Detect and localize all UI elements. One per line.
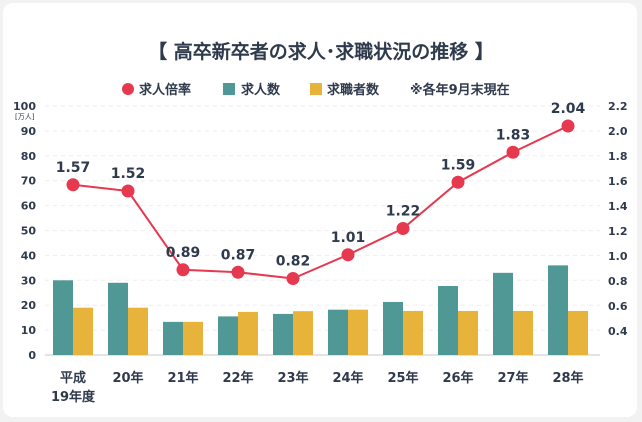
ratio-data-label: 2.04 xyxy=(551,101,586,117)
ratio-point xyxy=(506,145,520,159)
bar-job-seekers xyxy=(128,307,148,355)
ratio-point xyxy=(66,178,80,192)
y-right-tick: 1.4 xyxy=(608,200,628,213)
ratio-data-label: 1.59 xyxy=(441,157,476,173)
ratio-data-label: 0.87 xyxy=(221,247,256,263)
ratio-point xyxy=(231,265,245,279)
ratio-data-label: 1.22 xyxy=(386,204,421,220)
y-right-tick: 1.2 xyxy=(608,225,628,238)
bar-job-openings xyxy=(218,316,238,355)
y-right-tick: 0.6 xyxy=(608,300,628,313)
ratio-point xyxy=(396,222,410,235)
ratio-point xyxy=(121,184,135,198)
y-left-tick: 90 xyxy=(21,125,37,138)
y-left-tick: 70 xyxy=(21,175,37,188)
bar-job-seekers xyxy=(568,310,588,355)
ratio-point xyxy=(451,175,465,189)
chart-title: 【 高卒新卒者の求人･求職状況の推移 】 xyxy=(148,40,494,63)
x-tick-label: 平成 xyxy=(60,370,86,386)
y-right-tick: 1.6 xyxy=(608,175,628,188)
legend-label: 求人倍率 xyxy=(139,82,191,98)
x-tick-label: 27年 xyxy=(497,370,528,386)
bar-job-openings xyxy=(273,313,293,355)
y-right-tick: 1.0 xyxy=(608,250,628,263)
y-right-tick: 1.8 xyxy=(608,150,628,163)
ratio-point xyxy=(561,119,575,133)
bar-job-openings xyxy=(548,265,568,355)
ratio-line xyxy=(72,125,569,280)
legend-marker-yellow xyxy=(310,83,322,95)
y-right-tick: 0.8 xyxy=(608,275,628,288)
x-tick-label: 24年 xyxy=(332,370,363,386)
x-tick-label: 25年 xyxy=(387,370,418,386)
legend-label: 求人数 xyxy=(241,82,281,98)
x-tick-label: 28年 xyxy=(552,370,583,386)
x-tick-label: 26年 xyxy=(442,370,473,386)
bar-job-openings xyxy=(383,301,403,355)
bar-job-seekers xyxy=(458,310,478,355)
y-left-tick: 100 xyxy=(13,100,36,113)
y-left-tick: 30 xyxy=(21,274,37,287)
ratio-data-label: 1.83 xyxy=(496,127,531,143)
y-left-tick: 80 xyxy=(21,150,37,163)
y-left-tick: 20 xyxy=(21,299,37,312)
ratio-data-label: 1.01 xyxy=(331,230,366,246)
y-left-tick: 50 xyxy=(21,225,37,238)
bar-job-seekers xyxy=(513,310,533,355)
x-tick-label: 23年 xyxy=(277,370,308,386)
legend-note: ※各年9月末現在 xyxy=(410,82,510,98)
y-left-tick: 40 xyxy=(21,249,37,262)
bar-job-seekers xyxy=(238,311,258,355)
y-left-tick: 60 xyxy=(21,200,37,213)
legend-marker-line xyxy=(122,83,134,95)
y-right-tick: 2.0 xyxy=(608,125,628,138)
ratio-point xyxy=(341,248,355,262)
bar-job-seekers xyxy=(403,310,423,355)
ratio-data-label: 0.89 xyxy=(166,245,201,261)
y-left-unit: [万人] xyxy=(15,113,35,121)
ratio-point xyxy=(176,263,190,277)
y-left-tick: 0 xyxy=(28,349,36,362)
x-tick-label: 22年 xyxy=(222,370,253,386)
ratio-point xyxy=(286,272,300,285)
ratio-data-label: 1.52 xyxy=(111,166,146,182)
legend: 求人倍率 求人数 求職者数 ※各年9月末現在 xyxy=(122,82,510,98)
x-tick-label: 19年度 xyxy=(51,389,96,405)
legend-label: 求職者数 xyxy=(327,82,380,98)
y-right-tick: 2.2 xyxy=(608,100,628,113)
y-right-tick: 0.4 xyxy=(608,325,628,338)
ratio-data-label: 0.82 xyxy=(276,254,311,270)
bar-job-openings xyxy=(438,286,458,355)
bar-job-seekers xyxy=(183,321,203,355)
bar-job-openings xyxy=(493,272,513,355)
y-left-tick: 10 xyxy=(21,324,37,337)
bar-job-seekers xyxy=(348,309,368,355)
bar-job-openings xyxy=(163,321,183,355)
x-tick-label: 21年 xyxy=(167,370,198,386)
bar-job-openings xyxy=(108,282,128,355)
legend-marker-teal xyxy=(223,83,235,95)
bar-job-seekers xyxy=(73,307,93,355)
bar-job-seekers xyxy=(293,311,313,355)
ratio-data-label: 1.57 xyxy=(56,160,91,176)
x-tick-label: 20年 xyxy=(112,370,143,386)
bar-job-openings xyxy=(53,280,73,355)
bar-job-openings xyxy=(328,309,348,355)
